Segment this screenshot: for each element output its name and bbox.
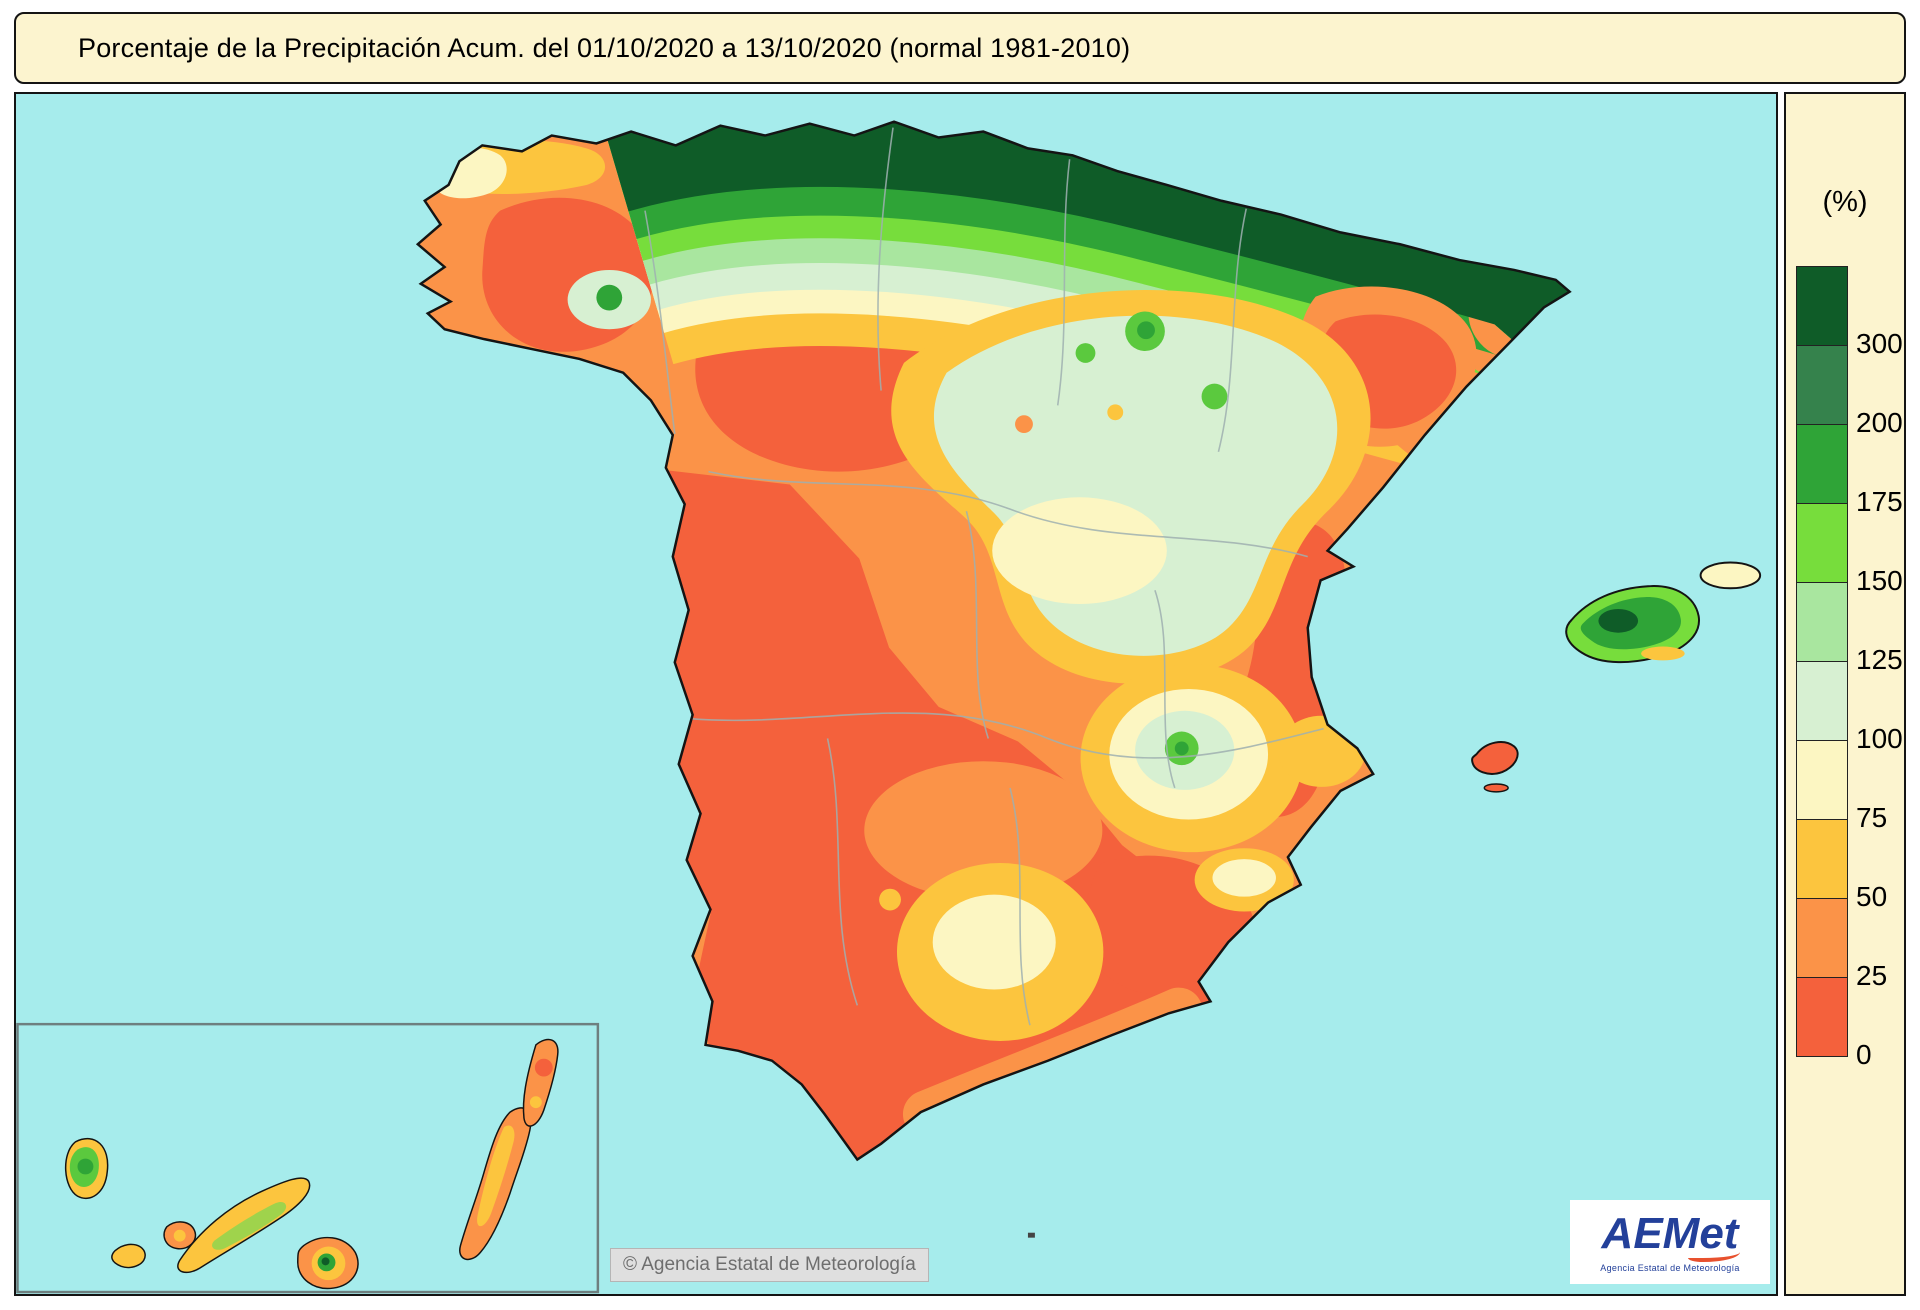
legend-row: 125 — [1796, 582, 1903, 675]
legend-value: 50 — [1856, 881, 1888, 912]
province-borders — [644, 127, 1324, 1026]
legend-value: 150 — [1856, 565, 1903, 596]
legend-swatch — [1796, 819, 1848, 899]
legend-unit-label: (%) — [1822, 186, 1868, 218]
legend-value: 0 — [1856, 1039, 1872, 1070]
legend-color-scale: 300 200 175 150 125 — [1796, 266, 1903, 1070]
legend-row: 175 — [1796, 424, 1903, 517]
legend-swatch — [1796, 266, 1848, 346]
spain-outline — [415, 120, 1572, 1162]
legend-row: 200 — [1796, 345, 1903, 438]
map-panel: © Agencia Estatal de Meteorología AEMet … — [14, 92, 1778, 1296]
legend-row: 50 — [1796, 819, 1887, 912]
legend-value: 175 — [1856, 486, 1903, 517]
canary-islands-inset — [16, 1022, 600, 1294]
spain-precipitation-map — [16, 94, 1776, 1294]
aemet-logo: AEMet Agencia Estatal de Meteorología — [1570, 1200, 1770, 1284]
legend-swatch — [1796, 424, 1848, 504]
legend-row: 150 — [1796, 503, 1903, 596]
legend-swatch — [1796, 977, 1848, 1057]
aemet-logo-text: AEMet — [1601, 1208, 1741, 1262]
legend-swatch — [1796, 345, 1848, 425]
legend-row: 0 — [1796, 977, 1872, 1070]
alboran-islet — [1027, 1232, 1035, 1238]
legend-panel: (%) 300 200 175 150 — [1784, 92, 1906, 1296]
legend-row: 300 — [1796, 266, 1903, 359]
legend-value: 25 — [1856, 960, 1888, 991]
legend-value: 200 — [1856, 407, 1903, 438]
title-bar: Porcentaje de la Precipitación Acum. del… — [14, 12, 1906, 84]
balearic-islands — [1471, 561, 1762, 793]
legend-row: 25 — [1796, 898, 1887, 991]
legend-value: 100 — [1856, 723, 1903, 754]
legend-swatch — [1796, 898, 1848, 978]
legend-row: 100 — [1796, 661, 1903, 754]
legend-swatch — [1796, 740, 1848, 820]
content-area: © Agencia Estatal de Meteorología AEMet … — [14, 92, 1906, 1296]
aemet-logo-tagline: Agencia Estatal de Meteorología — [1600, 1262, 1740, 1273]
legend-swatch — [1796, 582, 1848, 662]
map-title: Porcentaje de la Precipitación Acum. del… — [78, 32, 1131, 63]
legend-row: 75 — [1796, 740, 1887, 833]
legend-value: 300 — [1856, 328, 1903, 359]
legend-swatch — [1796, 503, 1848, 583]
legend-swatch — [1796, 661, 1848, 741]
legend-value: 75 — [1856, 802, 1888, 833]
legend-value: 125 — [1856, 644, 1903, 675]
copyright-label: © Agencia Estatal de Meteorología — [610, 1248, 929, 1282]
